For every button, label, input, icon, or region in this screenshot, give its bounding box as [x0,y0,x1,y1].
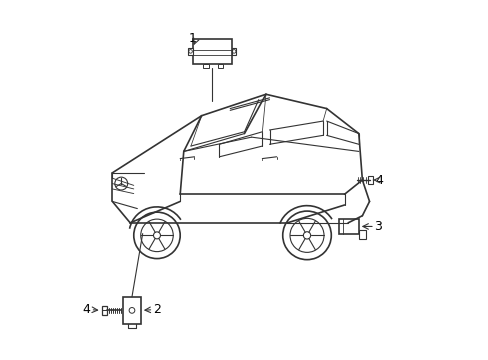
FancyBboxPatch shape [339,219,358,234]
FancyBboxPatch shape [123,297,141,324]
Text: 2: 2 [153,303,161,316]
FancyBboxPatch shape [102,306,107,315]
FancyBboxPatch shape [192,39,231,64]
Text: 4: 4 [82,303,90,316]
FancyBboxPatch shape [358,230,365,239]
FancyBboxPatch shape [188,48,192,55]
FancyBboxPatch shape [367,176,372,184]
Text: 4: 4 [375,174,383,186]
Text: 1: 1 [188,32,196,45]
FancyBboxPatch shape [203,64,208,68]
Text: 3: 3 [374,220,382,233]
FancyBboxPatch shape [217,64,223,68]
FancyBboxPatch shape [231,48,236,55]
